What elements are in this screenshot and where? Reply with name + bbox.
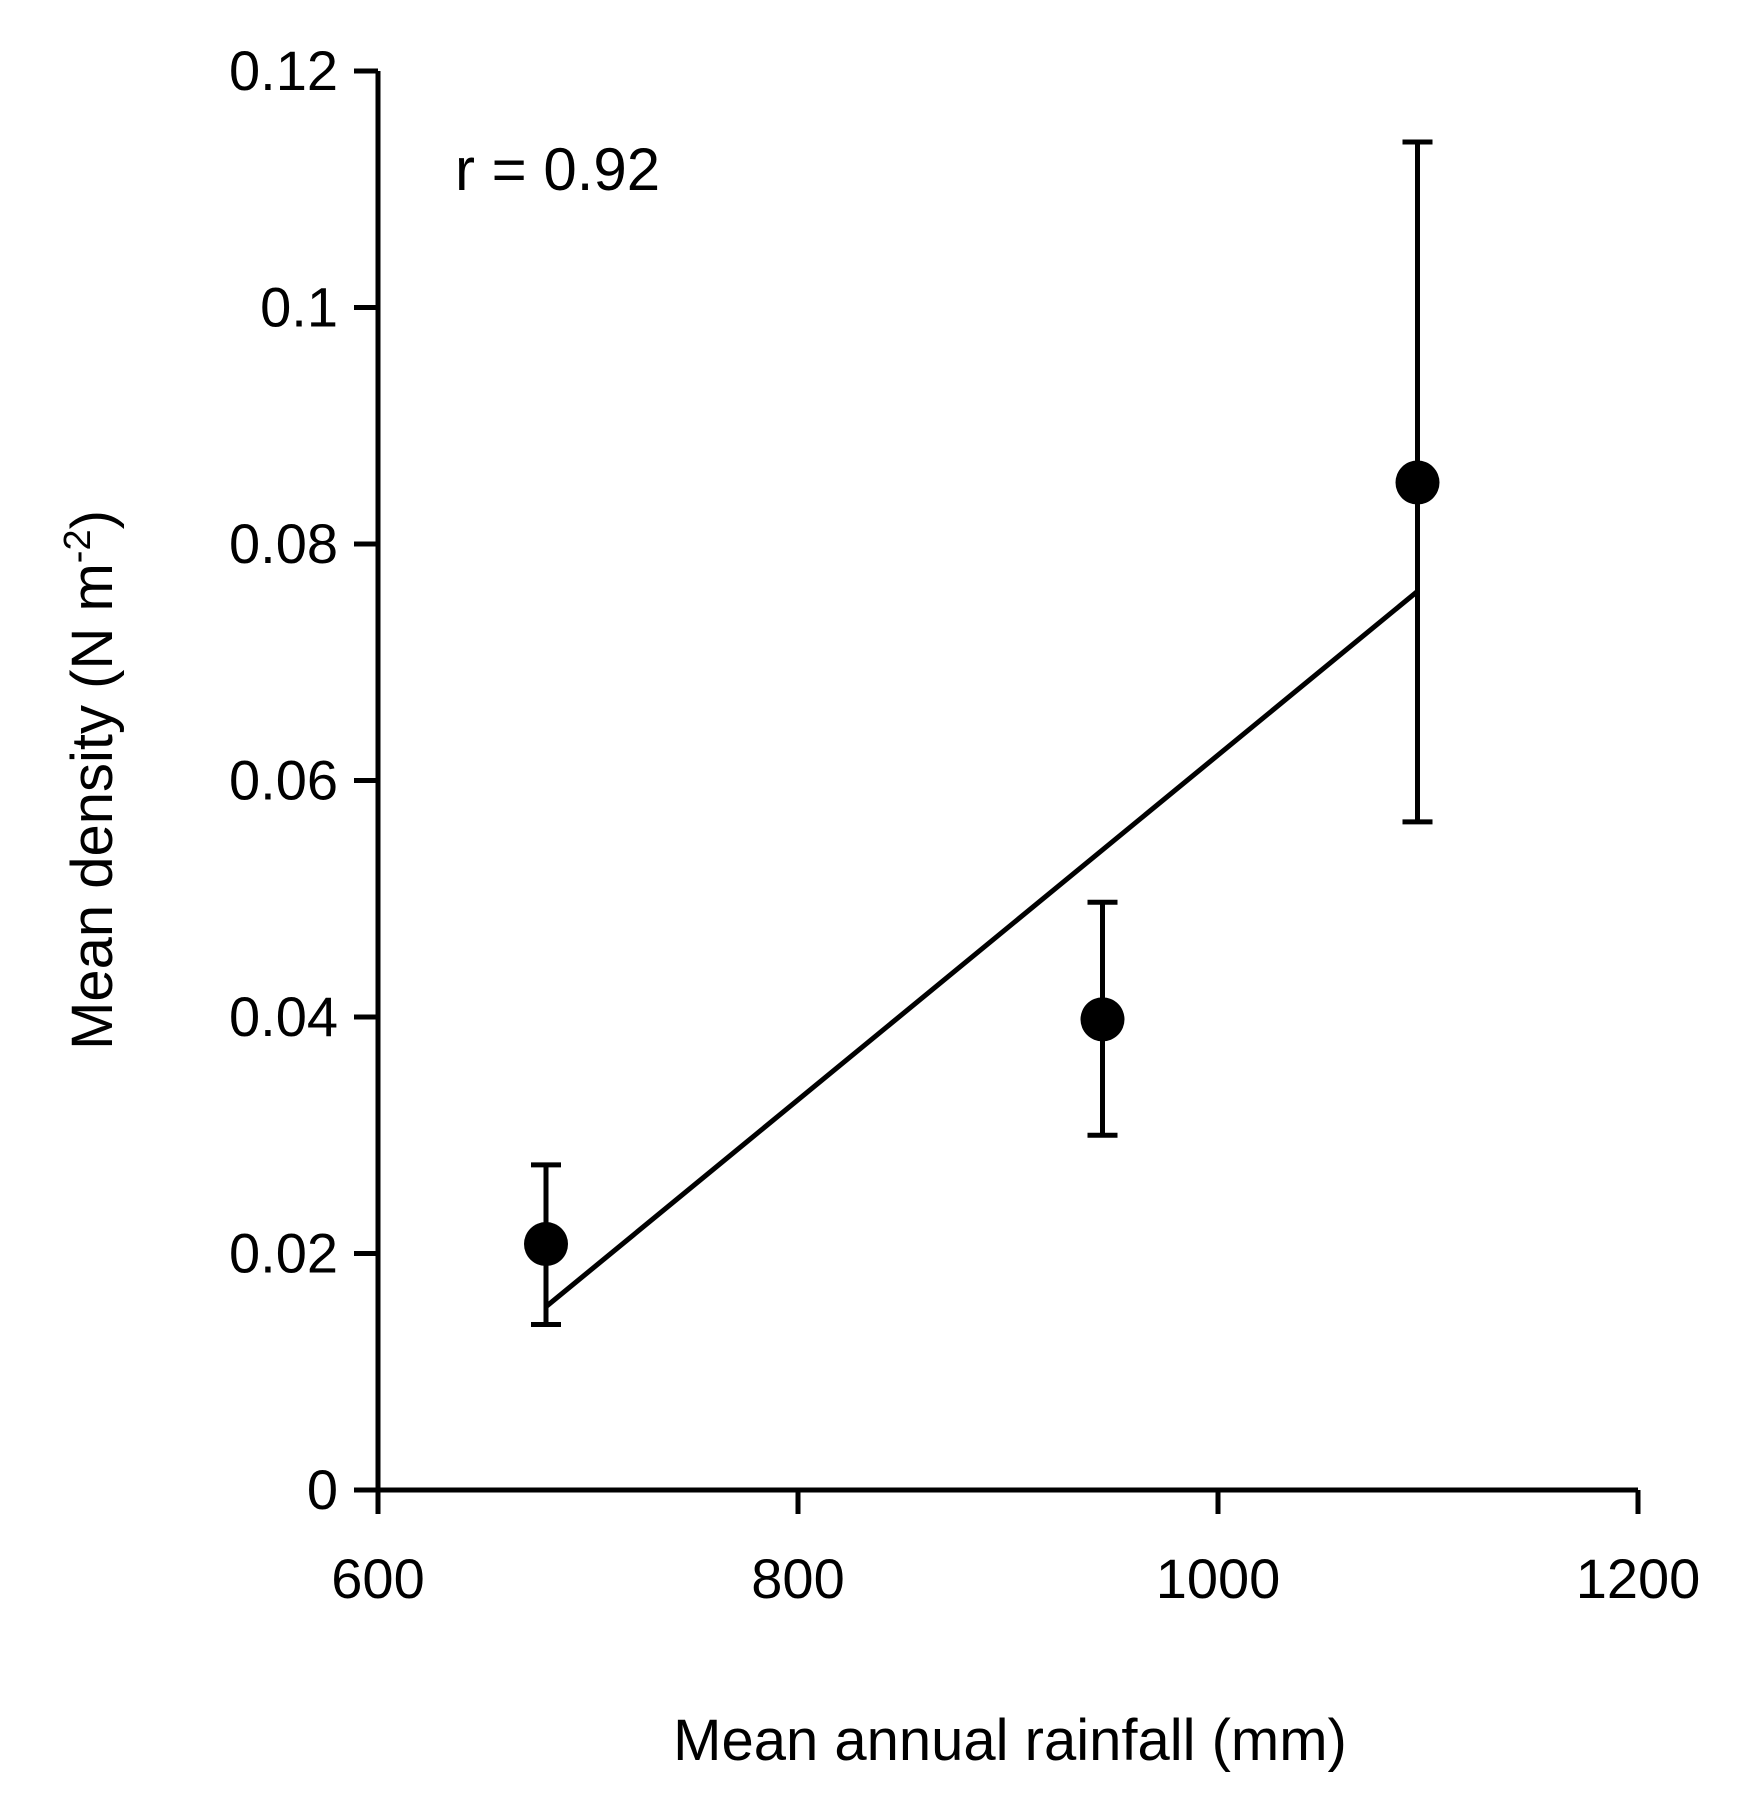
y-tick-label: 0.1: [260, 276, 338, 339]
y-axis-title-main: Mean density (N m: [60, 563, 125, 1050]
trendline-group: [544, 589, 1420, 1309]
y-tick-label: 0.02: [229, 1222, 338, 1285]
data-points-group: [524, 460, 1440, 1267]
x-tick-label: 600: [331, 1547, 424, 1610]
x-axis-title: Mean annual rainfall (mm): [673, 1708, 1347, 1773]
y-ticks-group: 0 0.02 0.04 0.06 0.08 0.1 0.12: [229, 39, 378, 1521]
x-tick-label: 1000: [1156, 1547, 1281, 1610]
data-point: [1395, 460, 1440, 505]
y-axis-title: Mean density (N m-2): [57, 510, 125, 1050]
y-tick-label: 0.12: [229, 39, 338, 102]
y-tick-label: 0: [307, 1458, 338, 1521]
error-bars-group: [531, 139, 1433, 1327]
data-point: [524, 1222, 568, 1267]
x-tick-label: 1200: [1576, 1547, 1701, 1610]
trendline: [544, 589, 1420, 1309]
y-axis-title-superscript: -2: [57, 529, 99, 563]
x-ticks-group: 600 800 1000 1200: [331, 1490, 1700, 1610]
x-tick-label: 800: [751, 1547, 844, 1610]
y-tick-label: 0.06: [229, 749, 338, 812]
y-axis-title-close: ): [60, 510, 125, 529]
axes-group: [375, 71, 1638, 1493]
y-tick-label: 0.08: [229, 512, 338, 575]
y-tick-label: 0.04: [229, 985, 338, 1048]
data-point: [1080, 997, 1125, 1042]
correlation-annotation: r = 0.92: [455, 136, 660, 203]
